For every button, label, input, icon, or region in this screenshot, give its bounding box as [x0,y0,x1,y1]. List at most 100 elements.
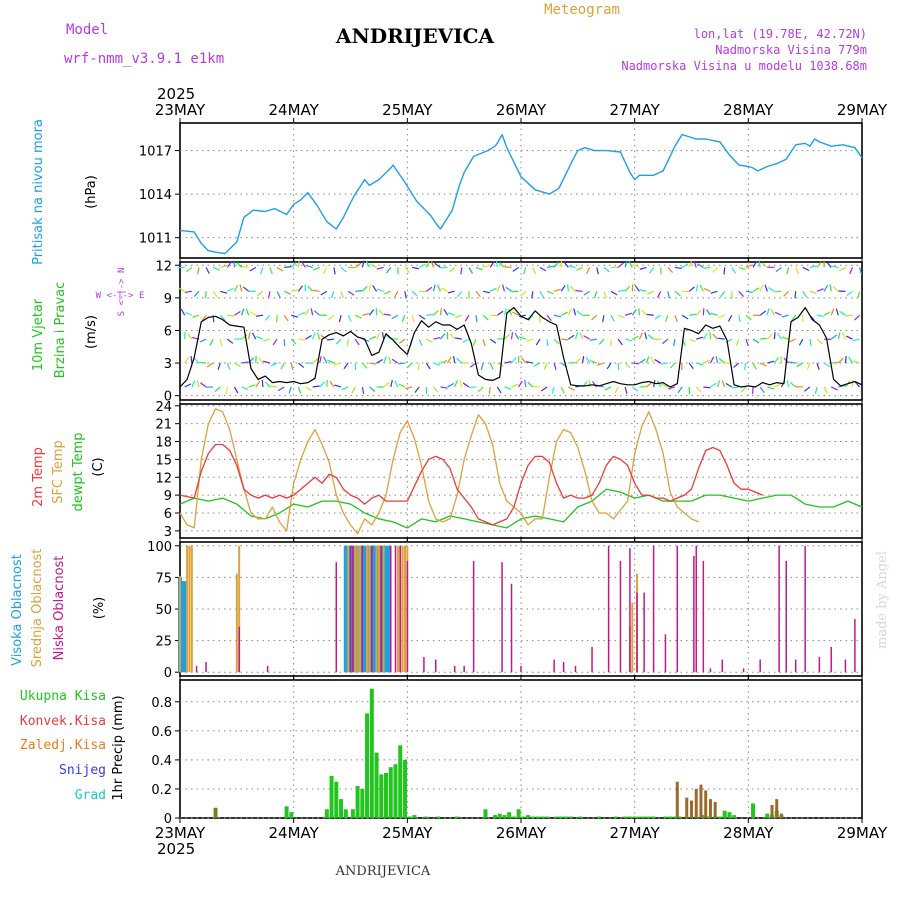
precip-total-bar [412,815,417,818]
precip-unit: 1hr Precip (mm) [111,695,126,800]
cloud-low-bar [619,560,622,673]
wind-arrow [718,358,726,364]
precip-snow-label: Snijeg [59,763,106,778]
wind-arrow [561,338,569,341]
precip-total-bar [526,815,531,818]
precip-total-bar [597,816,602,818]
wind-arrow [617,338,623,346]
wind-arrow [291,288,299,292]
cloud-low-bar [794,659,797,673]
wind-arrow [752,362,757,370]
wind-arrow [617,362,620,371]
precip-total-bar [668,816,673,818]
wind-arrow [454,337,462,340]
wind-arrow [376,359,383,364]
wind-arrow [313,266,320,271]
wind-arrow [388,356,392,364]
cloud-low-bar [742,668,745,673]
wind-arrow [199,361,207,364]
wind-arrow [368,309,375,316]
wind-arrow [186,266,193,273]
y-tick-label: 75 [155,571,172,586]
wind-arrow [823,311,831,316]
wind-arrow [546,290,554,295]
wind-arrow [178,287,186,292]
wind-arrow [261,379,264,388]
cloud-low-bar [352,545,354,673]
wind-arrow [361,285,368,292]
cloud-high-bar [180,581,185,673]
wind-arrow [269,267,273,275]
model-label: Model [66,22,108,38]
cloud-low-bar [844,659,847,673]
precip-total-bar [722,810,727,818]
wind-arrow [525,361,533,364]
wind-arrow [526,338,534,342]
wind-arrow [475,266,483,271]
precip-total-label: Ukupna Kisa [20,689,106,704]
wind-arrow [297,386,302,394]
wind-arrow [472,338,477,346]
wind-arrow [852,360,860,364]
wind-arrow [489,287,497,292]
precip-total-bar [677,816,682,818]
cloud-low-bar [349,545,352,673]
precip-total-bar [646,816,651,818]
wind-arrow [433,336,441,340]
wind-arrow [848,356,854,364]
wind-arrow [775,266,782,273]
precip-total-bar [545,816,550,818]
wind-arrow [647,334,654,340]
wind-arrow [689,313,697,316]
y-tick-label: 0.4 [151,754,172,769]
wind-arrow [574,332,579,340]
wind-arrow [297,260,300,268]
cloud-low-bar [520,665,522,673]
wind-arrow [462,338,470,343]
wind-arrow [791,314,797,322]
wind-arrow [187,333,193,340]
y-tick-label: 24 [155,400,172,415]
wind-arrow [546,314,552,322]
cloud-mid-bar [375,545,378,673]
wind-arrow [712,267,718,273]
precip-total-bar [563,816,568,818]
wind-arrow [272,338,278,346]
wind-arrow [696,362,704,366]
y-tick-label: 100 [147,540,172,555]
wind-arrow [774,290,782,293]
cloud-low-bar [830,646,832,673]
wind-arrow [390,380,393,388]
wind-arrow [212,266,220,271]
wind-arrow [398,383,406,388]
precip-total-bar [732,815,737,818]
cloud-low-bar [266,665,269,673]
wind-arrow [425,286,433,292]
wind-arrow [193,290,200,297]
wind-arrow [781,314,789,318]
wind-arrow [699,284,704,292]
precip-total-bar [642,816,647,818]
wind-arrow [214,386,221,393]
wind-arrow [340,291,344,299]
wind-arrow [716,380,721,388]
wind-arrow [305,264,313,269]
wind-arrow [816,362,820,370]
wind-arrow [369,362,377,365]
wind-arrow [234,362,241,368]
wind-arrow [241,386,249,391]
wind-arrow [524,379,527,388]
wind-arrow [681,314,689,320]
wind-arrow [290,261,297,268]
cloud-mid-bar [403,545,406,673]
cloud-low-bar [607,545,610,673]
wind-arrow [504,386,512,390]
wind-arrow [591,381,598,388]
wind-arrow [649,267,655,274]
cloud-low-bar [453,665,456,673]
wind-arrow [459,380,463,388]
wind-arrow [496,386,502,394]
wind-arrow [346,339,349,347]
wind-arrow [305,386,312,392]
wind-arrow [852,338,860,342]
